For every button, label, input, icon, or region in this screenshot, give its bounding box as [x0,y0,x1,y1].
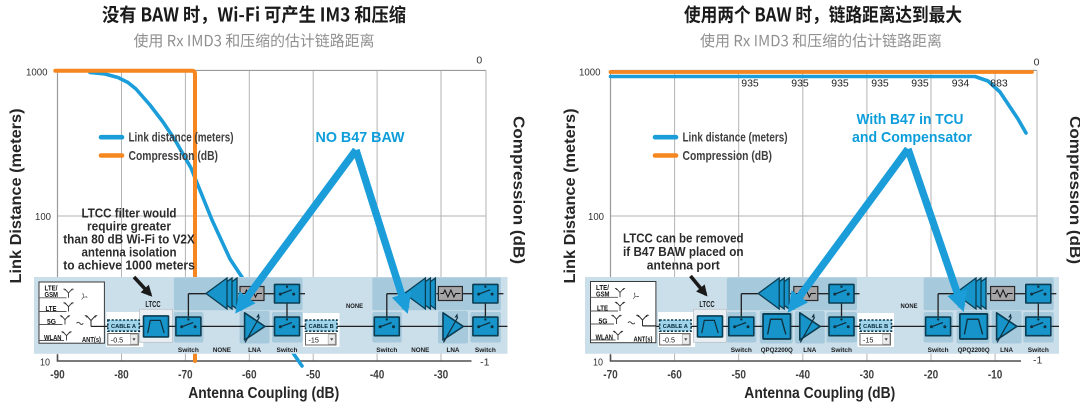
svg-text:QPQ2200Q: QPQ2200Q [958,347,990,354]
svg-text:antenna isolation: antenna isolation [82,246,177,260]
svg-text:10: 10 [593,357,603,369]
svg-text:CABLE A: CABLE A [111,324,136,330]
svg-text:1000: 1000 [579,67,601,79]
svg-text:Switch: Switch [376,347,397,354]
svg-text:-0.5: -0.5 [111,335,123,344]
svg-text:-60: -60 [667,369,682,381]
svg-text:LNA: LNA [1000,347,1013,354]
svg-text:-50: -50 [306,369,321,381]
svg-text:Compression (dB): Compression (dB) [1066,116,1080,264]
svg-text:-20: -20 [924,369,939,381]
svg-text:QPQ2200Q: QPQ2200Q [761,347,793,354]
svg-text:-15: -15 [309,335,319,344]
svg-text:0: 0 [1034,56,1040,68]
svg-text:Switch: Switch [928,347,949,354]
svg-text:CABLE B: CABLE B [863,324,888,330]
svg-text:Switch: Switch [731,347,752,354]
svg-text:-15: -15 [863,335,873,344]
svg-text:-30: -30 [434,369,449,381]
svg-text:and Compensator: and Compensator [852,129,972,146]
svg-text:-80: -80 [114,369,129,381]
svg-text:NONE: NONE [213,347,231,354]
svg-text:0: 0 [476,55,482,67]
svg-text:100: 100 [588,211,604,223]
svg-text:CABLE B: CABLE B [309,324,334,330]
svg-text:require greater: require greater [87,220,171,234]
svg-text:-1: -1 [1033,355,1042,367]
svg-text:Compression (dB): Compression (dB) [129,148,219,163]
svg-text:935: 935 [871,78,889,90]
svg-text:Compression (dB): Compression (dB) [510,116,527,264]
svg-text:NONE: NONE [901,303,918,310]
svg-text:LNA: LNA [803,347,816,354]
svg-text:Switch: Switch [1028,347,1049,354]
svg-text:Compression (dB): Compression (dB) [683,148,773,163]
svg-text:antenna port: antenna port [647,258,721,272]
svg-text:LNA: LNA [248,347,261,354]
svg-text:LTCC: LTCC [699,300,714,309]
svg-text:Antenna Coupling (dB): Antenna Coupling (dB) [744,385,895,402]
svg-text:Antenna Coupling (dB): Antenna Coupling (dB) [188,385,339,402]
svg-text:Switch: Switch [178,347,199,354]
svg-text:883: 883 [990,78,1008,90]
svg-text:-10: -10 [988,369,1003,381]
svg-text:935: 935 [911,78,929,90]
svg-text:-50: -50 [731,369,746,381]
svg-text:934: 934 [952,78,970,90]
svg-text:-1: -1 [480,357,489,369]
svg-text:-70: -70 [178,369,193,381]
svg-text:CABLE A: CABLE A [663,324,688,330]
svg-text:935: 935 [791,78,809,90]
svg-text:935: 935 [831,78,849,90]
svg-text:Switch: Switch [831,347,852,354]
svg-text:NONE: NONE [411,347,429,354]
svg-text:-40: -40 [370,369,385,381]
svg-text:Switch: Switch [277,347,298,354]
svg-text:-90: -90 [50,369,65,381]
svg-text:-0.5: -0.5 [663,335,675,344]
svg-text:to achieve 1000 meters: to achieve 1000 meters [63,259,195,273]
svg-text:1000: 1000 [26,67,48,79]
svg-text:NONE: NONE [346,303,363,310]
svg-text:LTCC: LTCC [145,300,160,309]
svg-text:935: 935 [741,78,759,90]
svg-text:LTCC filter would: LTCC filter would [82,207,177,221]
svg-text:With B47 in TCU: With B47 in TCU [857,111,964,128]
svg-text:-60: -60 [242,369,257,381]
svg-text:100: 100 [35,211,51,223]
svg-text:10: 10 [40,357,50,369]
svg-text:if B47 BAW placed on: if B47 BAW placed on [623,245,744,259]
svg-text:Switch: Switch [475,347,496,354]
svg-text:Link Distance (meters): Link Distance (meters) [8,109,25,284]
svg-text:Link distance (meters): Link distance (meters) [129,130,234,145]
svg-text:Link Distance (meters): Link Distance (meters) [562,109,579,284]
svg-text:Link distance (meters): Link distance (meters) [683,130,788,145]
svg-text:LTCC can be removed: LTCC can be removed [623,232,744,246]
svg-text:-30: -30 [860,369,875,381]
svg-text:-70: -70 [603,369,618,381]
svg-text:LNA: LNA [447,347,460,354]
svg-text:-40: -40 [796,369,811,381]
svg-text:NO B47 BAW: NO B47 BAW [316,129,406,146]
svg-text:than 80 dB Wi-Fi to V2X: than 80 dB Wi-Fi to V2X [63,233,195,247]
